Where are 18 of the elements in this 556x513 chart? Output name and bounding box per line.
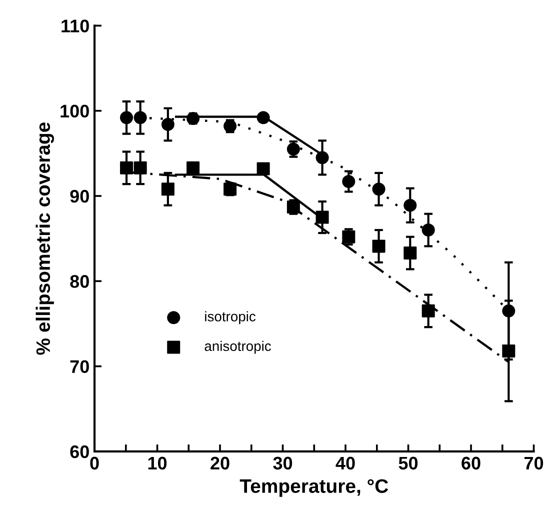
x-tick-label: 50 xyxy=(398,456,418,470)
y-tick-label: 60 xyxy=(70,445,89,458)
x-axis-title: Temperature, °C xyxy=(240,479,388,497)
y-tick-label: 80 xyxy=(70,275,89,288)
y-axis-title: % ellipsometric coverage xyxy=(36,122,54,355)
y-tick-label: 90 xyxy=(70,190,89,203)
x-tick-label: 0 xyxy=(90,456,99,470)
y-tick-label: 70 xyxy=(70,360,89,373)
y-tick-label: 100 xyxy=(60,104,89,118)
x-tick-label: 20 xyxy=(210,456,230,470)
x-tick-label: 40 xyxy=(336,456,355,470)
y-tick-label: 110 xyxy=(62,20,89,32)
legend-label: anisotropic xyxy=(204,340,271,354)
x-tick-label: 60 xyxy=(462,456,480,470)
x-tick-label: 30 xyxy=(273,456,292,470)
x-tick-label: 70 xyxy=(524,456,544,470)
x-tick-label: 10 xyxy=(148,456,167,470)
legend-label: isotropic xyxy=(205,311,256,324)
